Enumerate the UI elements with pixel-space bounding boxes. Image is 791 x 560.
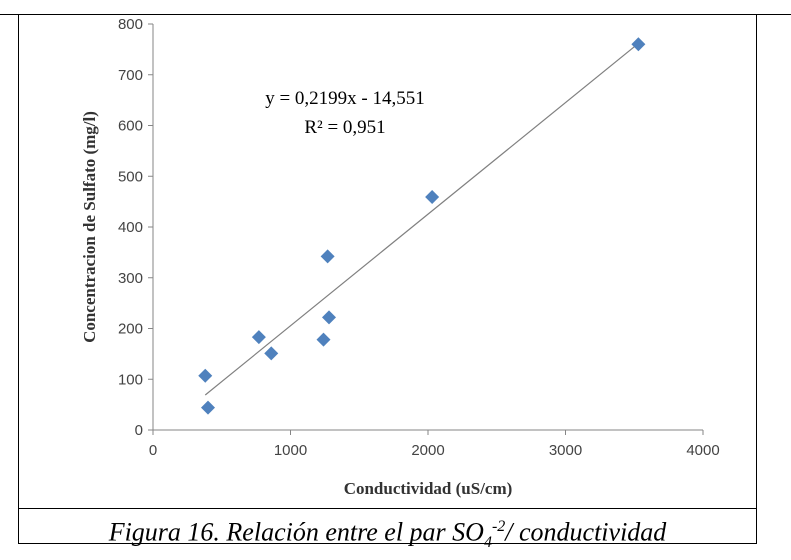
y-tick-label: 400	[118, 219, 143, 236]
y-tick-label: 500	[118, 168, 143, 185]
caption-suffix: / conductividad	[505, 517, 667, 547]
data-point	[198, 368, 213, 383]
data-point	[316, 332, 331, 347]
figure-frame	[18, 14, 757, 544]
x-tick-label: 4000	[686, 442, 719, 459]
figure-caption: Figura 16. Relación entre el par SO4-2/ …	[18, 510, 757, 551]
data-point	[201, 400, 215, 415]
y-tick-label: 800	[118, 16, 143, 33]
y-tick-label: 600	[118, 118, 143, 135]
x-axis-label: Conductividad (uS/cm)	[344, 479, 513, 498]
y-tick-label: 200	[118, 321, 143, 338]
y-tick-label: 0	[135, 422, 143, 439]
x-tick-label: 3000	[549, 442, 582, 459]
y-tick-label: 700	[118, 67, 143, 84]
trendline	[204, 42, 639, 396]
trendline-equation: y = 0,2199x - 14,551	[265, 88, 425, 109]
x-tick-label: 2000	[411, 442, 444, 459]
scatter-chart: 0 100 200 300 400 500 600 700 800 0 1000 2000 3000 40…	[80, 16, 720, 498]
tick-labels: 0 100 200 300 400 500 600 700 800 0 1000 2000 3000 40…	[118, 16, 720, 459]
r-squared-label: R² = 0,951	[304, 117, 385, 138]
caption-prefix: Figura 16. Relación entre el par SO	[108, 517, 484, 547]
x-tick-label: 0	[149, 442, 157, 459]
y-tick-label: 100	[118, 371, 143, 388]
data-point	[264, 346, 279, 361]
caption-subscript: 4	[483, 533, 492, 551]
y-tick-label: 300	[118, 270, 143, 287]
x-tick-label: 1000	[274, 442, 307, 459]
trendline-group	[204, 42, 639, 396]
data-point	[320, 249, 335, 264]
axes	[148, 23, 704, 435]
data-point	[631, 37, 646, 52]
y-axis-label: Concentracion de Sulfato (mg/l)	[80, 111, 99, 343]
top-rule-right	[757, 14, 791, 15]
data-point	[322, 310, 336, 325]
caption-divider	[18, 508, 757, 509]
data-point	[251, 330, 266, 345]
caption-superscript: -2	[491, 518, 506, 535]
data-point	[425, 190, 440, 205]
top-rule-left	[0, 14, 18, 15]
data-points	[198, 37, 646, 415]
